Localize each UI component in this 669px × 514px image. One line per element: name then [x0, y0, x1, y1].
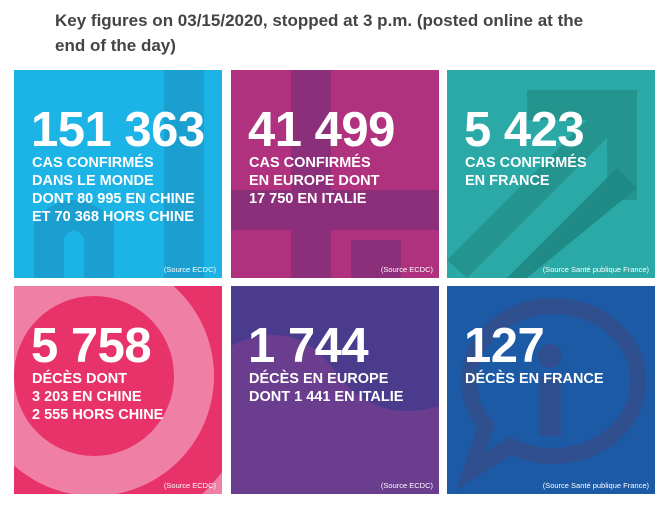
- description: DÉCÈS EN EUROPE DONT 1 441 EN ITALIE: [249, 370, 403, 406]
- description-line: DONT 80 995 EN CHINE: [32, 191, 195, 207]
- description: DÉCÈS EN FRANCE: [465, 370, 604, 388]
- title: Key figures on 03/15/2020, stopped at 3 …: [55, 11, 584, 55]
- description-line: ET 70 368 HORS CHINE: [32, 209, 194, 225]
- number: 5 758: [31, 319, 152, 373]
- description: CAS CONFIRMÉS EN EUROPE DONT 17 750 EN ITA…: [249, 154, 380, 208]
- number: 41 499: [248, 103, 395, 157]
- source: (Source ECDC): [380, 481, 433, 490]
- decoration: [14, 286, 222, 494]
- tile: 5 758 DÉCÈS DONT 3 203 EN CHINE 2 555 HORS…: [14, 286, 222, 494]
- description: CAS CONFIRMÉS EN FRANCE: [465, 154, 587, 190]
- description-line: 17 750 EN ITALIE: [249, 191, 367, 207]
- description-line: EN FRANCE: [465, 173, 550, 189]
- source: (Source ECDC): [163, 265, 216, 274]
- tile: 151 363 CAS CONFIRMÉS DANS LE MONDE DONT 8…: [14, 70, 222, 278]
- source: (Source ECDC): [380, 265, 433, 274]
- number: 151 363: [31, 103, 205, 157]
- description-line: DÉCÈS EN FRANCE: [465, 371, 604, 387]
- number: 1 744: [248, 319, 369, 373]
- decoration: [447, 90, 637, 278]
- description-line: DONT 1 441 EN ITALIE: [249, 389, 404, 405]
- source: (Source ECDC): [163, 481, 216, 490]
- description-line: DANS LE MONDE: [32, 173, 154, 189]
- description-line: 3 203 EN CHINE: [32, 389, 142, 405]
- description-line: DÉCÈS DONT: [32, 371, 128, 387]
- tile: 41 499 CAS CONFIRMÉS EN EUROPE DONT 17 750…: [231, 70, 439, 278]
- decoration: [34, 70, 204, 278]
- description-line: EN EUROPE DONT: [249, 173, 380, 189]
- description: CAS CONFIRMÉS DANS LE MONDE DONT 80 995 EN…: [32, 154, 195, 226]
- tile: 127 DÉCÈS EN FRANCE (Source Santé publiq…: [447, 286, 655, 494]
- description-line: 2 555 HORS CHINE: [32, 407, 164, 423]
- description: DÉCÈS DONT 3 203 EN CHINE 2 555 HORS CHINE: [32, 370, 163, 424]
- tile: 5 423 CAS CONFIRMÉS EN FRANCE (Source San…: [447, 70, 655, 278]
- description-line: CAS CONFIRMÉS: [465, 155, 587, 171]
- description-line: CAS CONFIRMÉS: [32, 155, 154, 171]
- description-line: CAS CONFIRMÉS: [249, 155, 371, 171]
- tile: 1 744 DÉCÈS EN EUROPE DONT 1 441 EN ITALI…: [231, 286, 439, 494]
- number: 127: [464, 319, 545, 373]
- decoration: [456, 297, 647, 490]
- decoration: [231, 70, 439, 278]
- source: (Source Santé publique France): [542, 481, 649, 490]
- number: 5 423: [464, 103, 585, 157]
- decoration: [231, 334, 439, 494]
- description-line: DÉCÈS EN EUROPE: [249, 371, 389, 387]
- source: (Source Santé publique France): [542, 265, 649, 274]
